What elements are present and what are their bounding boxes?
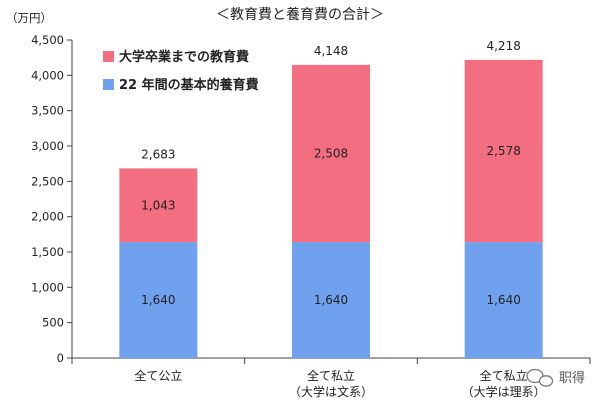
legend: 大学卒業までの教育費 22 年間の基本的養育費 — [103, 49, 259, 93]
watermark: 职得 — [526, 368, 585, 387]
data-label-education: 2,508 — [314, 146, 348, 160]
x-tick-label-sub: （大学は文系） — [289, 384, 373, 399]
x-tick-label: 全て公立 — [134, 368, 182, 383]
bar-upbringing — [464, 242, 543, 358]
x-tick-label-sub: （大学は理系） — [462, 384, 546, 399]
data-label-upbringing: 1,640 — [486, 293, 520, 307]
legend-swatch-education — [103, 51, 114, 62]
total-label: 2,683 — [141, 147, 175, 161]
data-label-education: 1,043 — [141, 198, 175, 212]
y-tick-label: 3,000 — [31, 139, 64, 153]
y-tick-label: 4,000 — [31, 68, 64, 82]
legend-swatch-upbringing — [103, 79, 114, 90]
chart-title: ＜教育費と養育費の合計＞ — [216, 6, 384, 23]
data-labels: 1,640 1,043 2,683 1,640 2,508 4,148 1,640 2,578… — [141, 39, 521, 307]
data-label-upbringing: 1,640 — [141, 293, 175, 307]
y-tick-label: 500 — [42, 316, 64, 330]
x-tick-label: 全て私立 — [480, 368, 528, 383]
data-label-education: 2,578 — [486, 144, 520, 158]
y-axis-unit: （万円） — [6, 11, 52, 25]
bar-education — [464, 59, 543, 243]
y-tick-label: 3,500 — [31, 104, 64, 118]
total-label: 4,148 — [314, 44, 348, 58]
y-tick-label: 2,500 — [31, 174, 64, 188]
y-tick-label: 1,000 — [31, 280, 64, 294]
y-tick-label: 0 — [57, 351, 64, 365]
bar-upbringing — [119, 242, 198, 358]
wechat-icon — [526, 368, 554, 387]
x-tick-label: 全て私立 — [307, 368, 355, 383]
watermark-text: 职得 — [559, 370, 585, 386]
bar-education — [119, 168, 198, 243]
bars — [119, 59, 543, 358]
y-tick-label: 4,500 — [31, 33, 64, 47]
y-tick-label: 1,500 — [31, 245, 64, 259]
y-tick-label: 2,000 — [31, 210, 64, 224]
legend-label-upbringing: 22 年間の基本的養育費 — [119, 77, 259, 93]
bar-education — [292, 64, 370, 243]
axes: 0 500 1,000 1,500 2,000 2,500 3,000 3,500 4,000 4… — [31, 33, 591, 399]
bar-upbringing — [292, 242, 370, 358]
total-label: 4,218 — [486, 39, 520, 53]
data-label-upbringing: 1,640 — [314, 293, 348, 307]
legend-label-education: 大学卒業までの教育費 — [119, 49, 249, 65]
